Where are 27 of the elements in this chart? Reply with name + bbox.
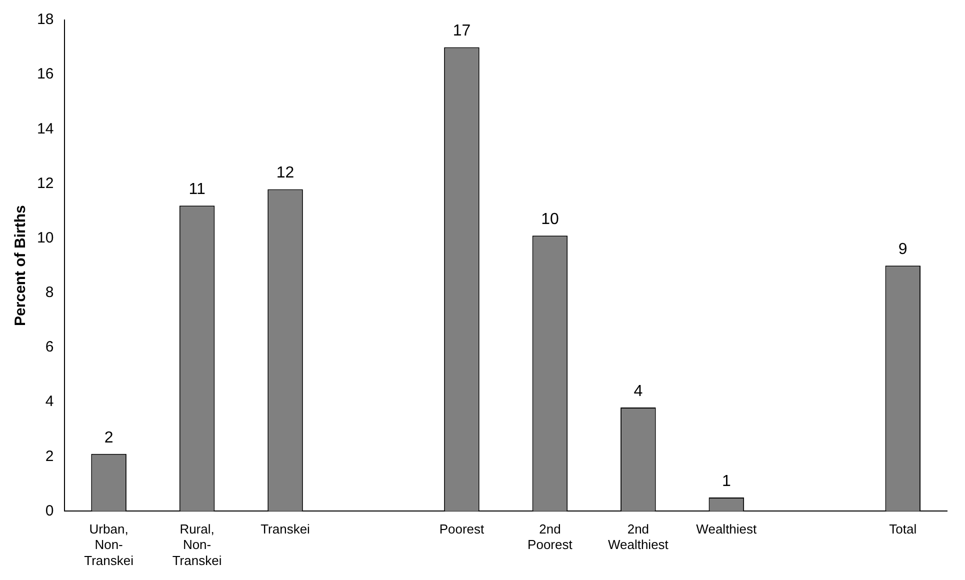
x-tick-label: 2nd Wealthiest [608,522,669,552]
y-tick-label: 10 [36,229,54,246]
x-tick-label: Transkei [260,522,310,537]
x-tick-label: 2nd Poorest [528,522,573,552]
y-tick-label: 4 [45,393,54,410]
data-label: 2 [104,429,114,446]
y-tick-label: 16 [36,66,54,83]
y-tick-label: 2 [45,448,54,465]
x-tick-label: Wealthiest [696,522,758,537]
data-label: 12 [276,164,294,182]
y-tick-label: 8 [45,284,54,302]
data-label: 10 [541,210,559,228]
x-tick-label: Total [889,522,917,537]
y-tick-label: 18 [36,11,54,28]
x-tick-label: Rural, Non-Transkei [172,522,222,568]
data-label: 9 [898,241,908,258]
y-axis-title: Percent of Births [12,205,30,326]
y-tick-label: 6 [45,338,54,356]
y-tick-label: 12 [36,174,54,192]
data-label: 17 [452,22,471,40]
data-label: 11 [188,180,206,198]
data-label: 1 [722,472,731,490]
y-tick-label: 0 [45,502,54,520]
data-label: 4 [634,382,643,400]
x-tick-label: Urban, Non-Transkei [84,522,134,568]
x-tick-label: Poorest [439,522,485,537]
y-tick-label: 14 [36,120,54,138]
